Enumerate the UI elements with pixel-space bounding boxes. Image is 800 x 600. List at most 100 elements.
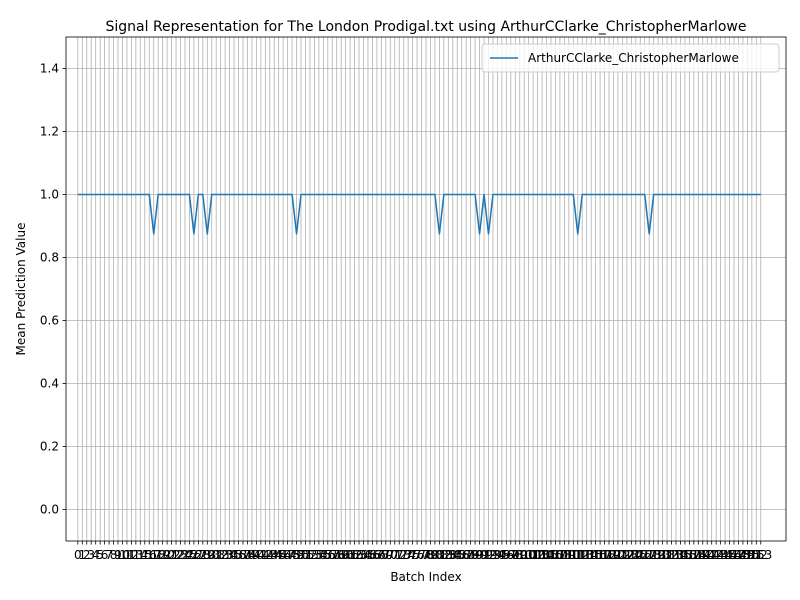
x-tick-label: 136 xyxy=(673,548,696,562)
x-tick-label: 66 xyxy=(365,548,380,562)
legend-label: ArthurCClarke_ChristopherMarlowe xyxy=(528,51,739,65)
x-tick-label: 14 xyxy=(133,548,148,562)
x-tick-label: 93 xyxy=(485,548,500,562)
x-tick-label: 128 xyxy=(638,548,661,562)
x-tick-label: 77 xyxy=(414,548,429,562)
x-tick-label: 7 xyxy=(105,548,113,562)
x-tick-label: 116 xyxy=(584,548,607,562)
x-tick-label: 118 xyxy=(593,548,616,562)
x-tick-label: 133 xyxy=(660,548,683,562)
x-tick-label: 15 xyxy=(137,548,152,562)
x-tick-label: 19 xyxy=(155,548,170,562)
x-tick-label: 135 xyxy=(669,548,692,562)
x-tick-label: 72 xyxy=(392,548,407,562)
x-tick-label: 10 xyxy=(115,548,130,562)
x-tick-label: 142 xyxy=(700,548,723,562)
x-tick-label: 86 xyxy=(454,548,469,562)
x-tick-label: 107 xyxy=(544,548,567,562)
x-tick-label: 130 xyxy=(647,548,670,562)
x-tick-label: 47 xyxy=(280,548,295,562)
x-tick-label: 46 xyxy=(276,548,291,562)
x-tick-label: 1 xyxy=(78,548,86,562)
x-tick-label: 5 xyxy=(96,548,104,562)
x-tick-label: 126 xyxy=(629,548,652,562)
x-tick-label: 88 xyxy=(463,548,478,562)
x-tick-label: 53 xyxy=(307,548,322,562)
x-tick-label: 63 xyxy=(351,548,366,562)
x-axis-ticks: 0123456789101112131415161718192021222324… xyxy=(74,541,772,562)
x-tick-label: 148 xyxy=(727,548,750,562)
x-tick-label: 12 xyxy=(124,548,139,562)
x-tick-label: 31 xyxy=(209,548,224,562)
y-tick-label: 1.4 xyxy=(40,62,59,76)
x-tick-label: 65 xyxy=(360,548,375,562)
x-tick-label: 145 xyxy=(714,548,737,562)
x-tick-label: 73 xyxy=(396,548,411,562)
x-tick-label: 68 xyxy=(374,548,389,562)
x-tick-label: 152 xyxy=(745,548,768,562)
x-tick-label: 89 xyxy=(467,548,482,562)
x-tick-label: 51 xyxy=(298,548,313,562)
x-tick-label: 54 xyxy=(311,548,326,562)
x-tick-label: 83 xyxy=(441,548,456,562)
x-tick-label: 101 xyxy=(517,548,540,562)
x-tick-label: 113 xyxy=(571,548,594,562)
x-tick-label: 95 xyxy=(494,548,509,562)
x-tick-label: 150 xyxy=(736,548,759,562)
x-tick-label: 87 xyxy=(459,548,474,562)
x-tick-label: 23 xyxy=(173,548,188,562)
x-tick-label: 78 xyxy=(418,548,433,562)
y-tick-label: 1.2 xyxy=(40,125,59,139)
y-tick-label: 0.0 xyxy=(40,503,59,517)
chart-title: Signal Representation for The London Pro… xyxy=(106,19,747,35)
x-tick-label: 105 xyxy=(535,548,558,562)
x-tick-label: 22 xyxy=(168,548,183,562)
x-tick-label: 129 xyxy=(642,548,665,562)
x-tick-label: 62 xyxy=(347,548,362,562)
x-tick-label: 26 xyxy=(186,548,201,562)
x-tick-label: 4 xyxy=(92,548,100,562)
x-tick-label: 49 xyxy=(289,548,304,562)
x-tick-label: 125 xyxy=(624,548,647,562)
x-tick-label: 37 xyxy=(235,548,250,562)
x-tick-label: 59 xyxy=(334,548,349,562)
x-tick-label: 8 xyxy=(110,548,118,562)
x-tick-label: 110 xyxy=(557,548,580,562)
x-tick-label: 67 xyxy=(369,548,384,562)
x-tick-label: 0 xyxy=(74,548,82,562)
x-tick-label: 6 xyxy=(101,548,109,562)
x-tick-label: 102 xyxy=(522,548,545,562)
x-tick-label: 80 xyxy=(427,548,442,562)
x-tick-label: 52 xyxy=(302,548,317,562)
x-tick-label: 64 xyxy=(356,548,371,562)
legend-box xyxy=(481,43,780,73)
y-axis-ticks: 0.0 0.2 0.4 0.6 0.8 1.0 1.2 1.4 xyxy=(40,62,66,517)
y-tick-label: 0.6 xyxy=(40,314,59,328)
x-tick-label: 117 xyxy=(589,548,612,562)
x-tick-label: 120 xyxy=(602,548,625,562)
x-tick-label: 13 xyxy=(128,548,143,562)
x-tick-label: 50 xyxy=(293,548,308,562)
x-axis-label: Batch Index xyxy=(390,570,461,584)
x-tick-label: 16 xyxy=(142,548,157,562)
x-tick-label: 3 xyxy=(87,548,95,562)
x-tick-label: 108 xyxy=(548,548,571,562)
x-tick-label: 104 xyxy=(531,548,554,562)
x-tick-label: 111 xyxy=(562,548,585,562)
x-tick-label: 44 xyxy=(267,548,282,562)
x-tick-label: 36 xyxy=(231,548,246,562)
x-tick-label: 38 xyxy=(240,548,255,562)
x-tick-label: 98 xyxy=(508,548,523,562)
x-tick-label: 70 xyxy=(383,548,398,562)
x-tick-label: 151 xyxy=(740,548,763,562)
x-tick-label: 96 xyxy=(499,548,514,562)
x-tick-label: 153 xyxy=(749,548,772,562)
x-tick-label: 119 xyxy=(598,548,621,562)
x-tick-label: 112 xyxy=(566,548,589,562)
x-tick-label: 141 xyxy=(696,548,719,562)
x-tick-label: 90 xyxy=(472,548,487,562)
x-tick-label: 138 xyxy=(682,548,705,562)
x-tick-label: 58 xyxy=(329,548,344,562)
x-tick-label: 30 xyxy=(204,548,219,562)
